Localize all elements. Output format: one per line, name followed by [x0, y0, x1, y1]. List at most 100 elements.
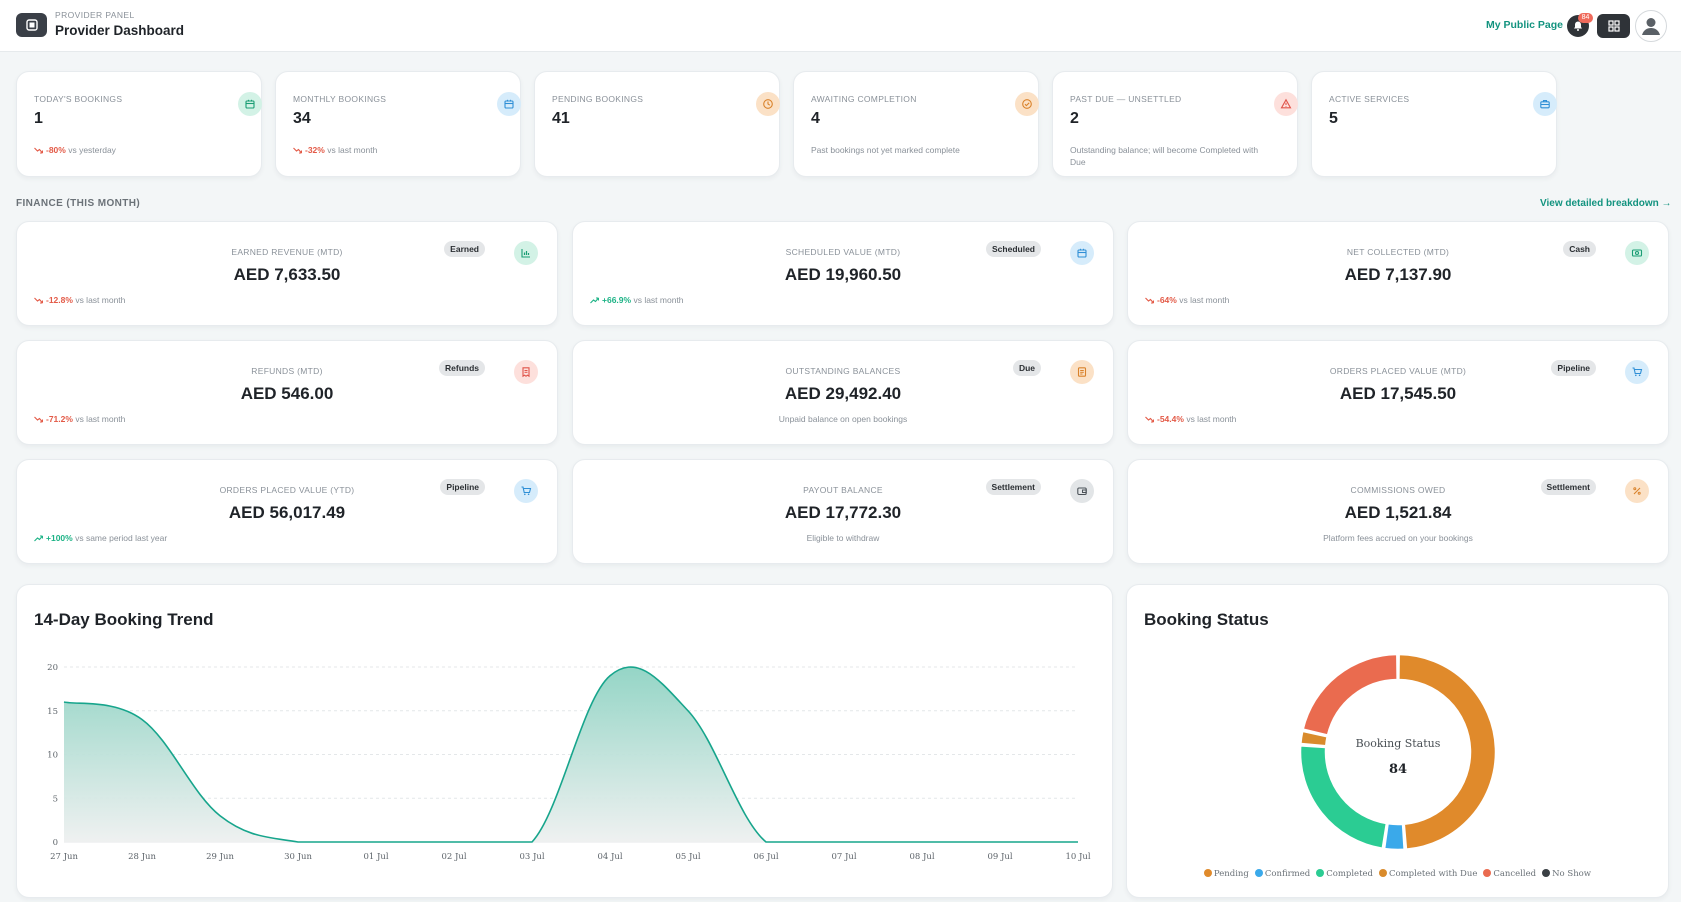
finance-note: Eligible to withdraw	[806, 533, 880, 543]
calendar-icon	[245, 99, 255, 109]
finance-card[interactable]: SCHEDULED VALUE (MTD) AED 19,960.50 +66.9%…	[572, 221, 1114, 326]
bell-icon	[1574, 21, 1582, 31]
finance-note: Platform fees accrued on your bookings	[1323, 533, 1473, 543]
user-avatar[interactable]	[1635, 10, 1667, 42]
x-tick-label: 27 Jun	[50, 852, 78, 862]
stat-card[interactable]: AWAITING COMPLETION 4 Past bookings not ye…	[793, 71, 1039, 177]
trend-point[interactable]	[608, 674, 612, 678]
stat-value: 34	[293, 110, 311, 127]
percent-icon	[1633, 487, 1641, 495]
x-tick-label: 06 Jul	[753, 852, 778, 862]
donut-slice[interactable]	[1398, 653, 1497, 850]
trend-point[interactable]	[530, 840, 534, 844]
trend-point[interactable]	[374, 840, 378, 844]
trend-up-icon	[34, 535, 43, 542]
finance-value: AED 1,521.84	[1344, 503, 1452, 522]
legend-label: Pending	[1213, 869, 1249, 879]
calendar-icon	[504, 99, 514, 109]
legend-item[interactable]: Pending	[1203, 869, 1249, 879]
stat-label: PENDING BOOKINGS	[552, 94, 644, 104]
cart-icon	[1632, 367, 1643, 377]
finance-pill: Earned	[444, 241, 485, 257]
trend-point[interactable]	[140, 718, 144, 722]
x-tick-label: 05 Jul	[675, 852, 700, 862]
stat-card[interactable]: PENDING BOOKINGS 41	[534, 71, 780, 177]
delta-note: vs last month	[1179, 295, 1230, 305]
legend-swatch	[1483, 869, 1492, 877]
stat-icon-badge	[497, 92, 521, 116]
legend-swatch	[1378, 869, 1387, 877]
trend-down-icon	[34, 147, 43, 154]
delta-note: vs last month	[75, 414, 126, 424]
finance-card[interactable]: COMMISSIONS OWED AED 1,521.84 Platform fee…	[1127, 459, 1669, 564]
trend-point[interactable]	[686, 709, 690, 713]
legend-item[interactable]: No Show	[1542, 869, 1591, 879]
trend-point[interactable]	[296, 840, 300, 844]
top-bar: PROVIDER PANEL Provider Dashboard My Pub…	[0, 0, 1681, 52]
booking-trend-panel: 14-Day Booking Trend 0 5 10 15 20 27 Jun 28 Ju…	[16, 584, 1113, 898]
trend-point[interactable]	[764, 840, 768, 844]
y-tick-label: 15	[47, 707, 58, 717]
stat-card[interactable]: TODAY'S BOOKINGS 1 -80% vs yesterday	[16, 71, 262, 177]
trend-point[interactable]	[998, 840, 1002, 844]
trend-down-icon	[1145, 297, 1154, 304]
finance-value: AED 17,545.50	[1339, 384, 1457, 403]
stat-value: 4	[811, 110, 820, 127]
stat-card[interactable]: PAST DUE — UNSETTLED 2 Outstanding balance…	[1052, 71, 1298, 177]
stat-value: 1	[34, 110, 43, 127]
check-circle-icon	[1022, 99, 1032, 109]
public-page-link[interactable]: My Public Page	[1486, 19, 1564, 31]
stat-card[interactable]: MONTHLY BOOKINGS 34 -32% vs last month	[275, 71, 521, 177]
trend-point[interactable]	[452, 840, 456, 844]
finance-card[interactable]: REFUNDS (MTD) AED 546.00 -71.2% vs last mo…	[16, 340, 558, 445]
donut-slice[interactable]	[1299, 745, 1388, 850]
legend-item[interactable]: Completed with Due	[1378, 869, 1477, 879]
receipt-icon	[522, 367, 530, 378]
finance-delta: -71.2% vs last month	[34, 414, 125, 424]
view-breakdown-link[interactable]: View detailed breakdown →	[1540, 198, 1672, 209]
finance-card[interactable]: ORDERS PLACED VALUE (MTD) AED 17,545.50 -5…	[1127, 340, 1669, 445]
y-tick-label: 0	[53, 838, 58, 848]
donut-slice[interactable]	[1302, 653, 1398, 736]
trend-point[interactable]	[1076, 840, 1080, 844]
legend-swatch	[1542, 869, 1551, 877]
finance-icon-badge	[514, 479, 538, 503]
delta-value: -71.2%	[46, 414, 73, 424]
trend-point[interactable]	[920, 840, 924, 844]
finance-card[interactable]: PAYOUT BALANCE AED 17,772.30 Eligible to w…	[572, 459, 1114, 564]
finance-value: AED 7,137.90	[1344, 265, 1452, 284]
stat-icon-badge	[1274, 92, 1298, 116]
trend-point[interactable]	[218, 814, 222, 818]
donut-slice[interactable]	[1300, 730, 1329, 747]
stat-value: 5	[1329, 110, 1338, 127]
apps-menu-button[interactable]	[1597, 14, 1630, 38]
finance-card[interactable]: NET COLLECTED (MTD) AED 7,137.90 -64% vs l…	[1127, 221, 1669, 326]
stat-label: PAST DUE — UNSETTLED	[1070, 94, 1182, 104]
legend-item[interactable]: Confirmed	[1254, 869, 1310, 879]
y-tick-label: 5	[53, 794, 58, 804]
finance-label: ORDERS PLACED VALUE (YTD)	[219, 485, 355, 495]
legend-swatch	[1203, 869, 1212, 877]
trend-point[interactable]	[62, 700, 66, 704]
trend-point[interactable]	[842, 840, 846, 844]
stat-card[interactable]: ACTIVE SERVICES 5	[1311, 71, 1557, 177]
panel-icon	[25, 19, 38, 31]
notification-badge: 84	[1578, 13, 1593, 23]
legend-item[interactable]: Cancelled	[1483, 869, 1536, 879]
legend-label: Cancelled	[1493, 869, 1537, 879]
user-icon	[1642, 18, 1660, 35]
finance-label: OUTSTANDING BALANCES	[785, 366, 901, 376]
delta-note: vs last month	[75, 295, 126, 305]
finance-pill: Pipeline	[1551, 360, 1596, 376]
sidebar-toggle-button[interactable]	[16, 13, 47, 37]
finance-pill: Settlement	[985, 479, 1041, 495]
donut-slice[interactable]	[1383, 822, 1405, 851]
trend-up-icon	[590, 297, 599, 304]
finance-card[interactable]: EARNED REVENUE (MTD) AED 7,633.50 -12.8% v…	[16, 221, 558, 326]
booking-status-donut: Booking Status 84	[1299, 653, 1497, 851]
calendar-icon	[1077, 248, 1087, 258]
finance-card[interactable]: ORDERS PLACED VALUE (YTD) AED 56,017.49 +1…	[16, 459, 558, 564]
finance-card[interactable]: OUTSTANDING BALANCES AED 29,492.40 Unpaid …	[572, 340, 1114, 445]
legend-item[interactable]: Completed	[1316, 869, 1373, 879]
delta-value: -32%	[305, 145, 325, 155]
